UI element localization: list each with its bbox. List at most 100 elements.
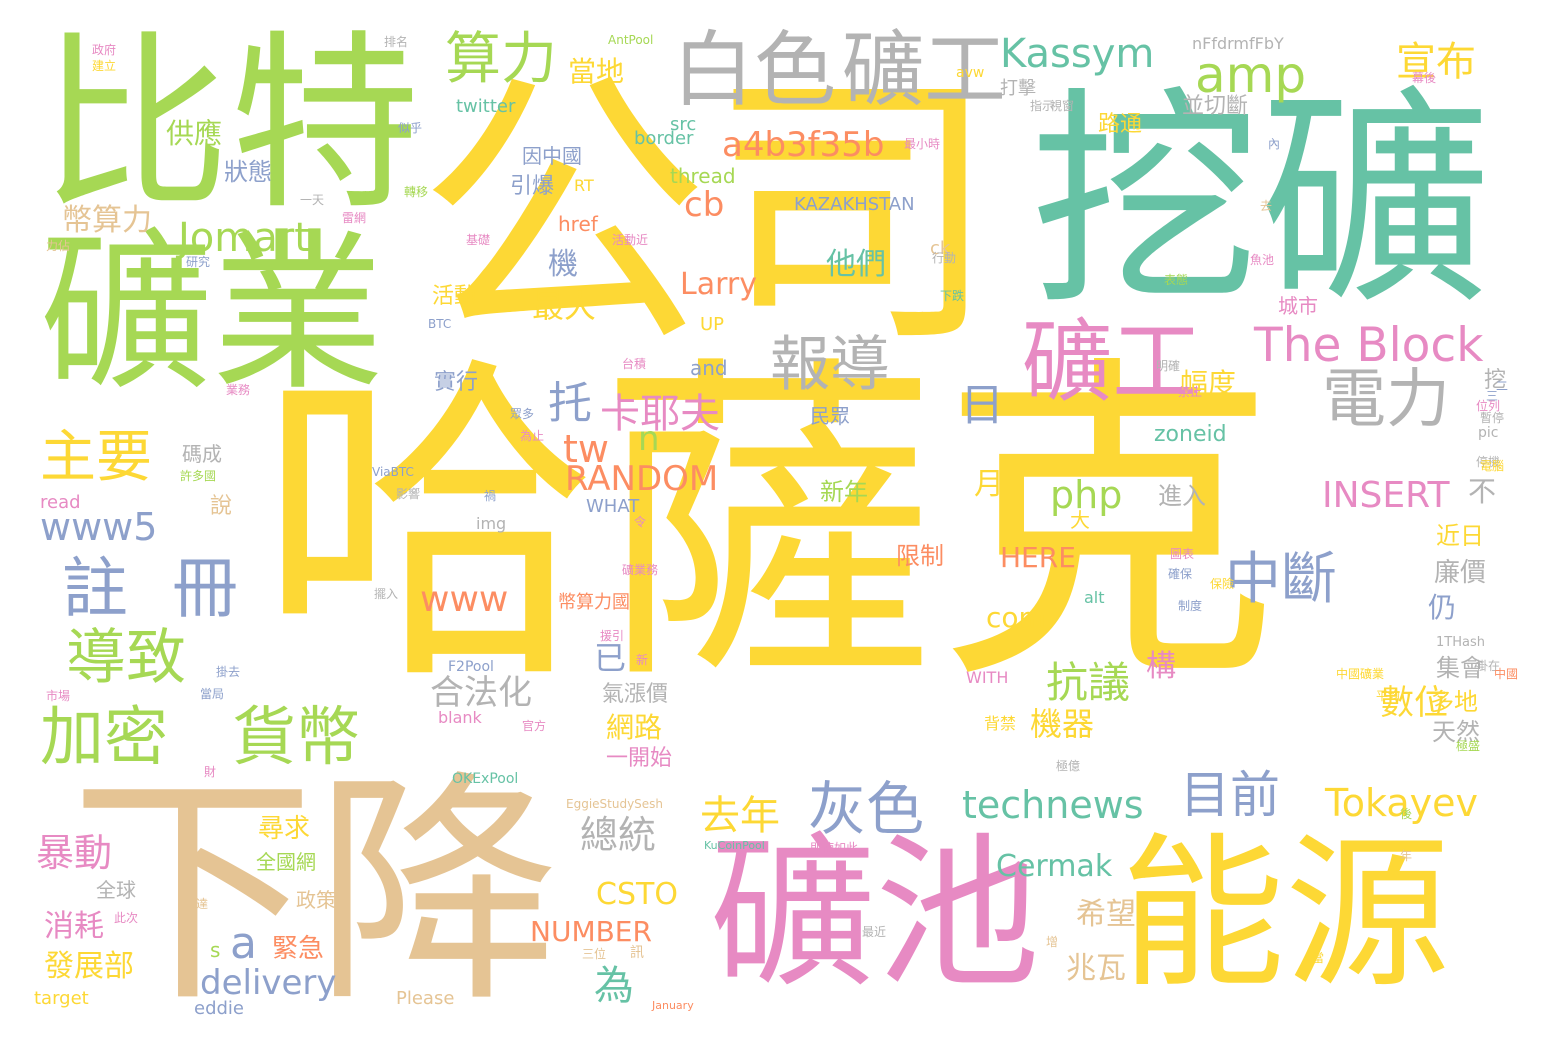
word: 合法化 [430, 673, 532, 713]
word: 排名 [384, 35, 409, 49]
word: 卡耶夫 [600, 391, 720, 437]
word: 幣算力國 [558, 592, 630, 613]
word: 抗議 [1046, 658, 1131, 707]
word: 視窗 [1050, 99, 1075, 113]
word: 訊 [630, 945, 644, 961]
word: com [986, 601, 1046, 634]
word: s [210, 938, 221, 962]
word: target [34, 988, 89, 1009]
word: 公司 [418, 46, 998, 383]
word: 為 [594, 963, 634, 1009]
word: 中國礦業 [1336, 667, 1385, 681]
word: 達 [196, 897, 209, 911]
word: 供應 [166, 117, 223, 150]
word: 報導 [770, 330, 890, 400]
word: 挖礦 [1030, 69, 1491, 336]
word: 眾多 [510, 407, 535, 421]
word: WHAT [586, 496, 640, 517]
word: 位列 [1476, 399, 1501, 413]
word: 平均 [1376, 689, 1401, 703]
word: 一天 [300, 193, 325, 207]
word: 制度 [1178, 599, 1203, 613]
word: 目前 [1180, 766, 1280, 824]
word: 最大 [532, 287, 597, 325]
word: nFfdrmfFbY [1192, 34, 1284, 53]
word: 註 [62, 550, 128, 627]
word: a4b3f35b [722, 125, 885, 165]
word: ViaBTC [372, 465, 414, 479]
word: 基礎 [466, 233, 491, 247]
word: 能源 [1120, 818, 1450, 1010]
word: 多地 [1430, 688, 1478, 716]
word: ck [930, 238, 951, 259]
word: www [420, 579, 509, 620]
word: 中國 [1494, 667, 1519, 681]
word: 官方 [522, 719, 547, 733]
word: 最近 [862, 925, 887, 939]
word: read [40, 492, 81, 513]
word: 魚池 [1250, 253, 1275, 267]
word: INSERT [1322, 475, 1450, 516]
word: 即使如此 [810, 841, 859, 855]
word: 天然 [1432, 718, 1480, 746]
word: 大 [1070, 508, 1090, 532]
word: 集會 [1436, 654, 1484, 682]
word: Larry [680, 267, 757, 302]
word: 發展部 [44, 949, 134, 984]
word: 近日 [1436, 522, 1484, 550]
word: 力佔 [46, 239, 71, 253]
word: The Block [1254, 318, 1484, 373]
word: 他們 [826, 247, 886, 282]
word: delivery [200, 963, 337, 1003]
word: 政策 [296, 888, 336, 912]
word: 貨幣 [232, 701, 360, 775]
word: 禁止 [1178, 385, 1203, 399]
word: KuCoinPool [704, 839, 765, 852]
word: border [634, 128, 694, 149]
word: 台積 [622, 357, 647, 371]
word: OKExPool [452, 771, 519, 787]
word: RANDOM [565, 459, 719, 499]
word: avw [956, 65, 985, 81]
word: 機 [548, 247, 578, 282]
word: href [558, 212, 598, 236]
word: 白色 [672, 23, 837, 118]
word: 礦池 [710, 818, 1040, 1010]
word: 影響 [396, 487, 421, 501]
word: 灰色 [808, 775, 925, 843]
word: 緊急 [272, 934, 325, 964]
word: 仍 [1428, 591, 1457, 624]
word: amp [1195, 46, 1307, 104]
word: 並切斷 [1182, 94, 1249, 119]
word: 圖表 [1170, 547, 1195, 561]
word: 轉移 [404, 185, 429, 199]
word: tw [563, 427, 609, 471]
word: 因中國 [522, 144, 582, 168]
word: 網路 [606, 711, 663, 744]
word: 中斷 [1225, 547, 1337, 612]
word: 暫停 [1480, 411, 1505, 425]
word: AntPool [608, 33, 654, 47]
word: 去年 [700, 793, 780, 839]
word: NUMBER [530, 915, 652, 948]
word: 年 [1400, 849, 1413, 863]
word: 去 [1260, 199, 1273, 213]
word: 最小時 [904, 137, 941, 151]
word: 算力 [445, 27, 557, 92]
word: 令 [634, 515, 647, 529]
word: 挖 [1484, 368, 1507, 393]
word: RT [574, 176, 594, 195]
word: 二 [1496, 379, 1509, 393]
word: twitter [456, 96, 516, 117]
word: 托 [548, 378, 592, 429]
word: eddie [194, 998, 245, 1019]
word: 電腦 [1480, 459, 1505, 473]
word: F2Pool [448, 659, 494, 675]
word: 冊 [172, 550, 238, 627]
word: 狀態 [224, 158, 272, 186]
word: 哈薩克 [258, 329, 1278, 725]
word: 新年 [820, 478, 868, 506]
word: cb [684, 185, 725, 225]
word: 民眾 [810, 404, 850, 428]
word: 保險 [1210, 577, 1235, 591]
